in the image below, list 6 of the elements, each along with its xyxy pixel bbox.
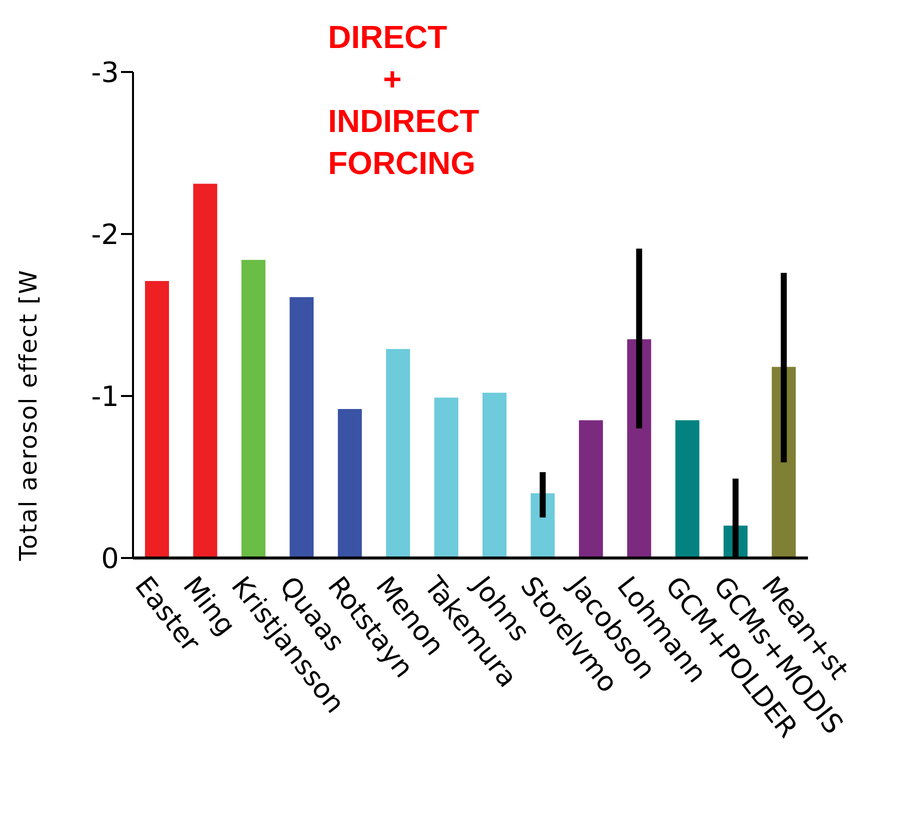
- chart-title: DIRECT + INDIRECT FORCING: [328, 18, 480, 183]
- y-tick-label: 0: [101, 542, 119, 575]
- y-tick-label: -3: [91, 56, 119, 89]
- y-axis-title: Total aerosol effect [W: [14, 269, 43, 562]
- y-tick-label: -2: [91, 218, 119, 251]
- y-tick-label: -1: [91, 380, 119, 413]
